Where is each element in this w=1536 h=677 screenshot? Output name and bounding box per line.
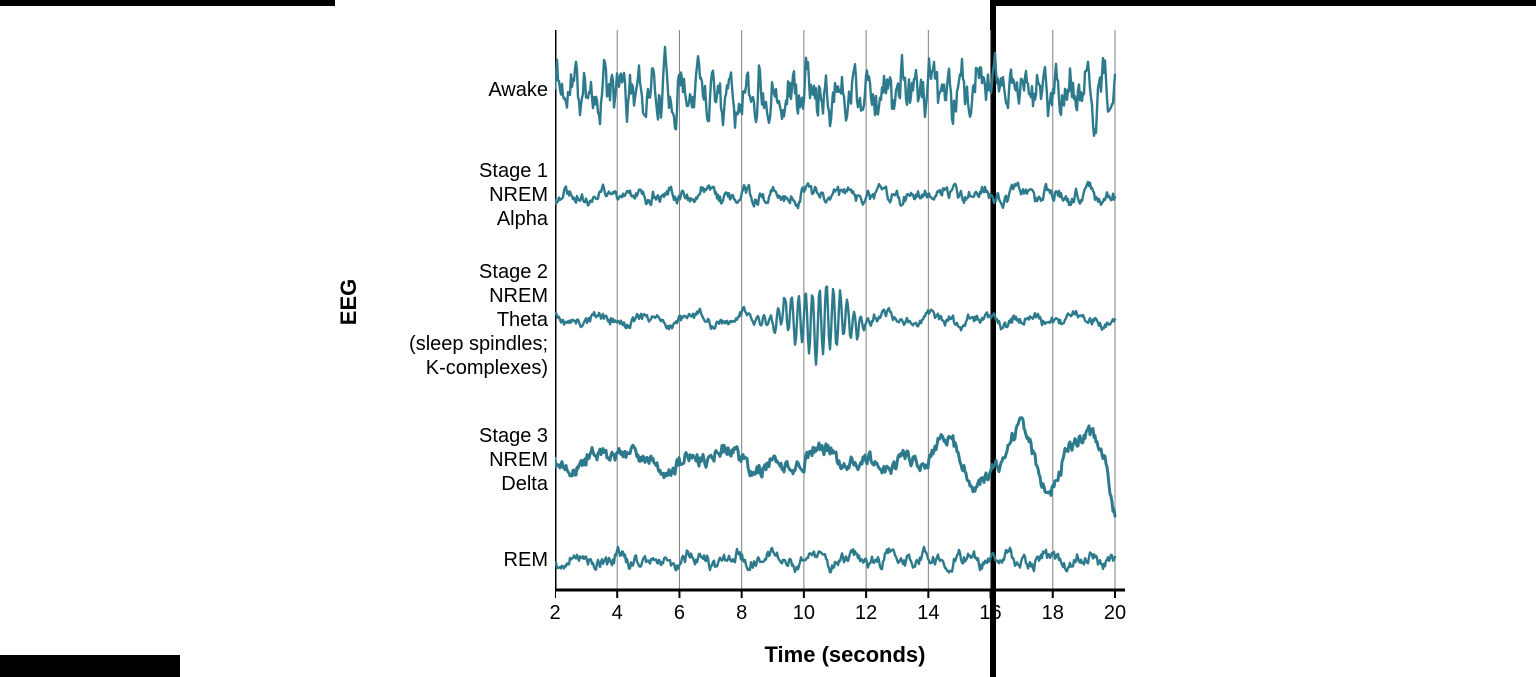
x-tick-18: 18: [1033, 602, 1073, 625]
x-tick-10: 10: [784, 602, 824, 625]
eeg-trace-rem: [555, 547, 1115, 573]
eeg-chart: [555, 30, 1135, 610]
x-tick-8: 8: [722, 602, 762, 625]
trace-label-stage2: Stage 2NREMTheta(sleep spindles;K-comple…: [338, 260, 548, 380]
x-tick-6: 6: [659, 602, 699, 625]
frame-bottom-left-block: [0, 655, 180, 677]
eeg-trace-stage3: [555, 418, 1115, 516]
x-tick-4: 4: [597, 602, 637, 625]
x-tick-16: 16: [971, 602, 1011, 625]
eeg-trace-stage1: [555, 182, 1115, 208]
frame-top-right: [990, 0, 1536, 6]
x-tick-2: 2: [535, 602, 575, 625]
eeg-trace-awake: [555, 47, 1115, 136]
eeg-trace-stage2: [555, 287, 1115, 365]
x-axis-title: Time (seconds): [555, 642, 1135, 668]
x-tick-12: 12: [846, 602, 886, 625]
x-tick-14: 14: [908, 602, 948, 625]
x-tick-20: 20: [1095, 602, 1135, 625]
trace-label-rem: REM: [338, 548, 548, 572]
trace-label-awake: Awake: [338, 78, 548, 102]
trace-label-stage1: Stage 1NREMAlpha: [338, 159, 548, 231]
frame-top-left: [0, 0, 335, 6]
trace-label-stage3: Stage 3NREMDelta: [338, 424, 548, 496]
